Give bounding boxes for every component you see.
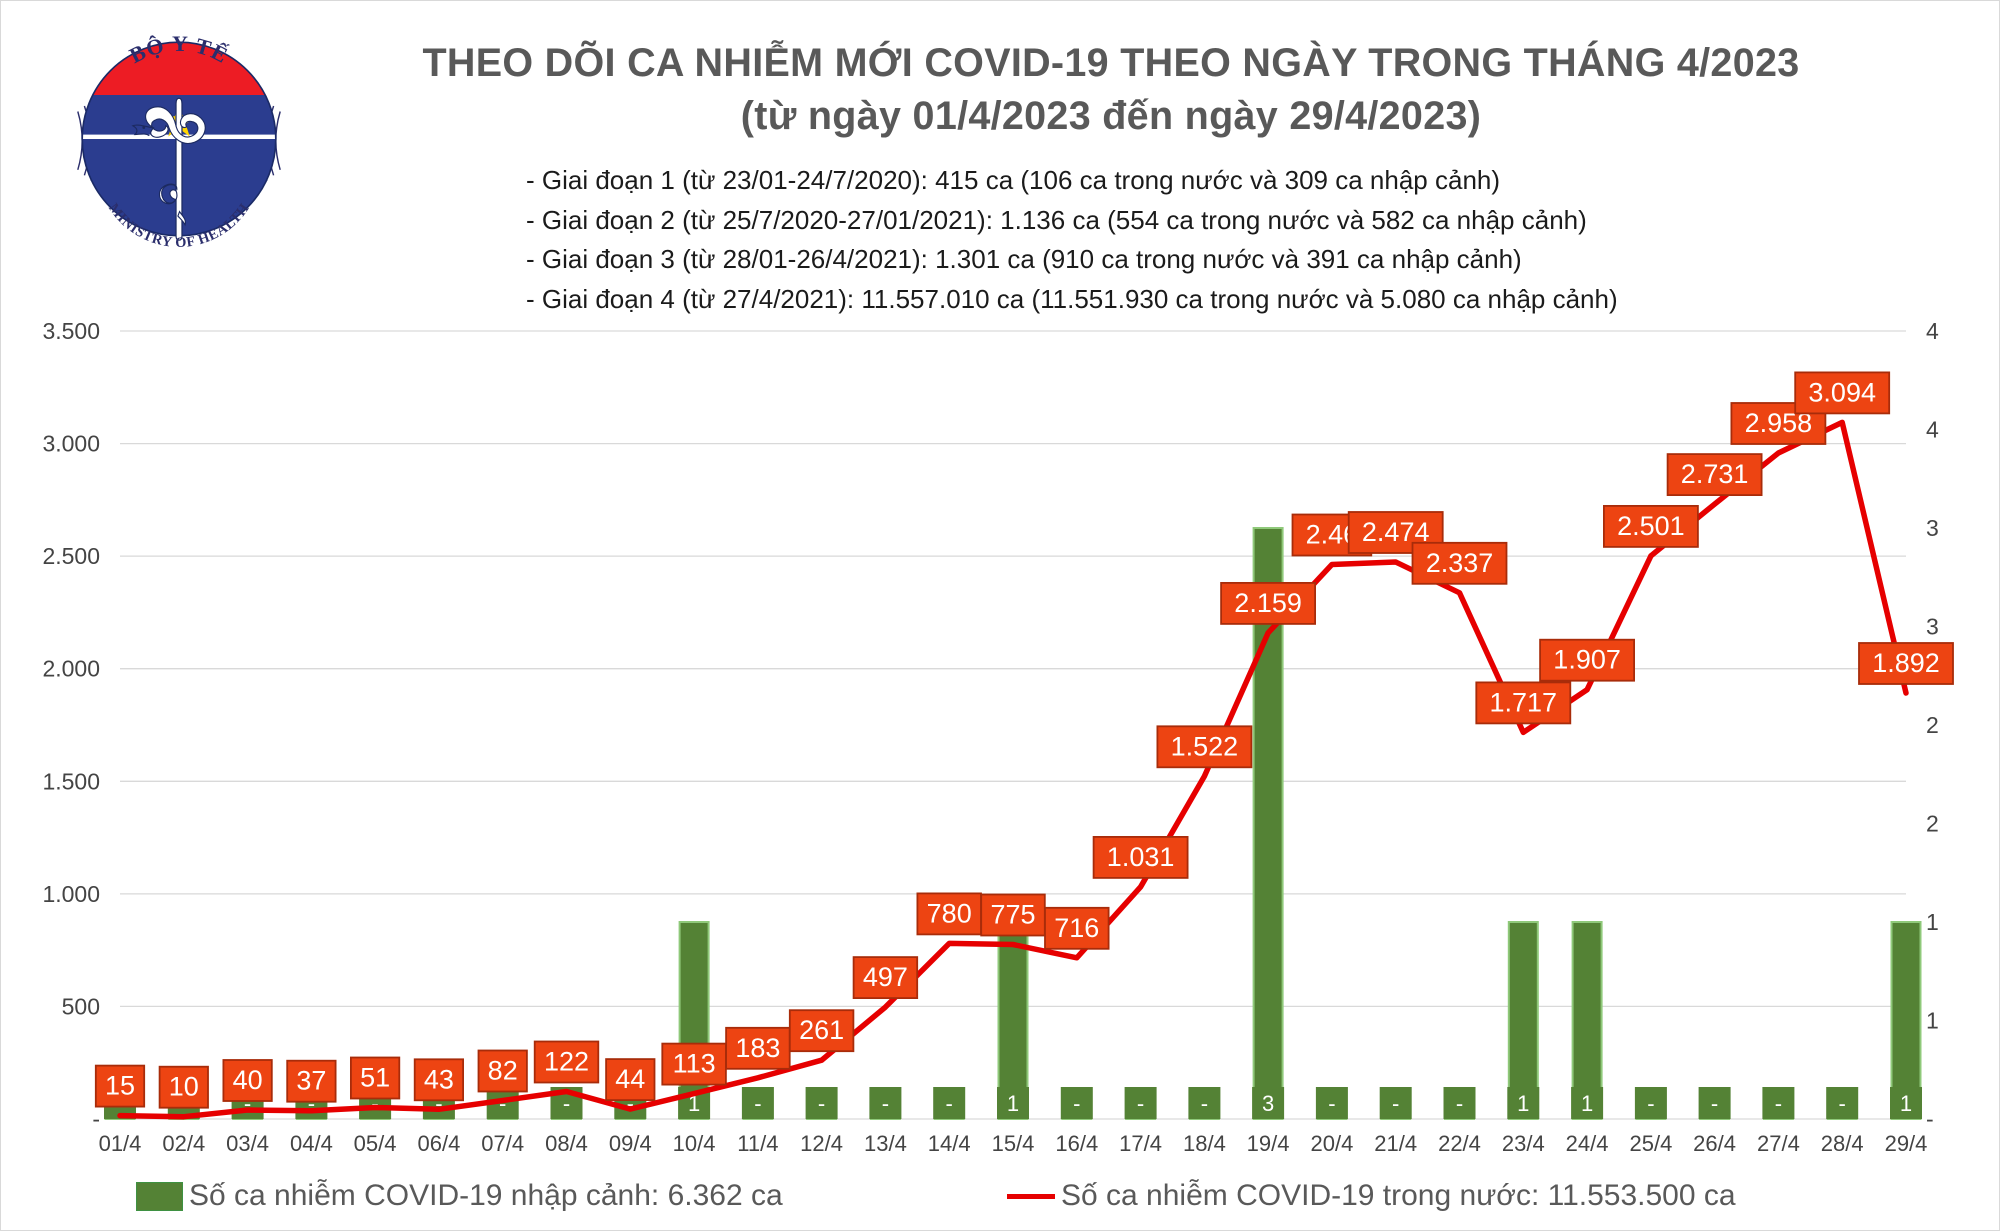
- svg-text:06/4: 06/4: [417, 1131, 460, 1151]
- svg-text:21/4: 21/4: [1374, 1131, 1417, 1151]
- svg-text:20/4: 20/4: [1310, 1131, 1353, 1151]
- svg-text:500: 500: [62, 993, 100, 1019]
- svg-text:24/4: 24/4: [1566, 1131, 1609, 1151]
- svg-text:51: 51: [360, 1063, 390, 1093]
- svg-text:04/4: 04/4: [290, 1131, 333, 1151]
- svg-text:780: 780: [927, 898, 972, 928]
- svg-text:12/4: 12/4: [800, 1131, 843, 1151]
- svg-text:-: -: [1073, 1091, 1080, 1116]
- svg-text:2.501: 2.501: [1617, 511, 1685, 541]
- svg-text:28/4: 28/4: [1821, 1131, 1864, 1151]
- svg-text:2.337: 2.337: [1426, 548, 1494, 578]
- svg-text:4: 4: [1926, 417, 1939, 443]
- svg-text:13/4: 13/4: [864, 1131, 907, 1151]
- svg-text:18/4: 18/4: [1183, 1131, 1226, 1151]
- svg-text:14/4: 14/4: [928, 1131, 971, 1151]
- svg-text:03/4: 03/4: [226, 1131, 269, 1151]
- svg-text:22/4: 22/4: [1438, 1131, 1481, 1151]
- svg-text:05/4: 05/4: [354, 1131, 397, 1151]
- svg-text:-: -: [1201, 1091, 1208, 1116]
- svg-text:25/4: 25/4: [1629, 1131, 1672, 1151]
- svg-text:10: 10: [169, 1072, 199, 1102]
- svg-text:1.031: 1.031: [1107, 842, 1175, 872]
- svg-text:15: 15: [105, 1071, 135, 1101]
- svg-text:37: 37: [296, 1066, 326, 1096]
- svg-text:2: 2: [1926, 811, 1939, 837]
- svg-text:44: 44: [615, 1064, 645, 1094]
- svg-text:1: 1: [1581, 1091, 1593, 1116]
- svg-text:1: 1: [1900, 1091, 1912, 1116]
- svg-text:15/4: 15/4: [992, 1131, 1035, 1151]
- svg-text:29/4: 29/4: [1885, 1131, 1928, 1151]
- svg-text:3: 3: [1926, 614, 1939, 640]
- svg-text:1.500: 1.500: [42, 768, 100, 794]
- svg-text:2.731: 2.731: [1681, 459, 1749, 489]
- svg-text:3.500: 3.500: [42, 318, 100, 344]
- svg-text:-: -: [818, 1091, 825, 1116]
- svg-text:-: -: [1328, 1091, 1335, 1116]
- svg-text:-: -: [1456, 1091, 1463, 1116]
- svg-text:3.094: 3.094: [1808, 377, 1876, 407]
- svg-text:-: -: [1647, 1091, 1654, 1116]
- svg-text:-: -: [1137, 1091, 1144, 1116]
- svg-text:27/4: 27/4: [1757, 1131, 1800, 1151]
- svg-text:40: 40: [233, 1065, 263, 1095]
- svg-text:16/4: 16/4: [1055, 1131, 1098, 1151]
- svg-text:1.907: 1.907: [1553, 645, 1621, 675]
- svg-text:2: 2: [1926, 712, 1939, 738]
- svg-text:82: 82: [488, 1056, 518, 1086]
- svg-text:4: 4: [1926, 318, 1939, 344]
- svg-text:1: 1: [1926, 909, 1939, 935]
- svg-text:2.159: 2.159: [1234, 588, 1302, 618]
- svg-text:-: -: [882, 1091, 889, 1116]
- svg-text:-: -: [92, 1106, 100, 1132]
- svg-text:183: 183: [735, 1033, 780, 1063]
- svg-text:26/4: 26/4: [1693, 1131, 1736, 1151]
- svg-text:1.892: 1.892: [1872, 648, 1940, 678]
- svg-text:01/4: 01/4: [99, 1131, 142, 1151]
- svg-text:775: 775: [990, 900, 1035, 930]
- svg-text:19/4: 19/4: [1247, 1131, 1290, 1151]
- svg-text:2.500: 2.500: [42, 543, 100, 569]
- svg-text:11/4: 11/4: [737, 1131, 778, 1151]
- svg-text:02/4: 02/4: [162, 1131, 205, 1151]
- svg-text:-: -: [1392, 1091, 1399, 1116]
- svg-text:716: 716: [1054, 913, 1099, 943]
- svg-text:43: 43: [424, 1064, 454, 1094]
- svg-text:-: -: [946, 1091, 953, 1116]
- svg-text:3: 3: [1926, 515, 1939, 541]
- svg-text:1.522: 1.522: [1171, 731, 1239, 761]
- svg-text:-: -: [1839, 1091, 1846, 1116]
- svg-text:3.000: 3.000: [42, 431, 100, 457]
- svg-text:261: 261: [799, 1015, 844, 1045]
- svg-text:1.000: 1.000: [42, 881, 100, 907]
- svg-text:-: -: [1926, 1106, 1934, 1132]
- svg-text:09/4: 09/4: [609, 1131, 652, 1151]
- svg-text:1: 1: [1007, 1091, 1019, 1116]
- svg-text:3: 3: [1262, 1091, 1274, 1116]
- svg-text:1.717: 1.717: [1490, 687, 1558, 717]
- svg-text:23/4: 23/4: [1502, 1131, 1545, 1151]
- svg-text:122: 122: [544, 1047, 589, 1077]
- svg-text:-: -: [754, 1091, 761, 1116]
- svg-text:497: 497: [863, 962, 908, 992]
- svg-text:113: 113: [673, 1049, 716, 1079]
- svg-text:10/4: 10/4: [673, 1131, 716, 1151]
- svg-text:08/4: 08/4: [545, 1131, 588, 1151]
- svg-text:2.000: 2.000: [42, 656, 100, 682]
- svg-text:-: -: [1711, 1091, 1718, 1116]
- svg-text:07/4: 07/4: [481, 1131, 524, 1151]
- svg-text:1: 1: [1926, 1008, 1939, 1034]
- svg-text:1: 1: [1517, 1091, 1529, 1116]
- svg-text:-: -: [1775, 1091, 1782, 1116]
- svg-text:17/4: 17/4: [1119, 1131, 1162, 1151]
